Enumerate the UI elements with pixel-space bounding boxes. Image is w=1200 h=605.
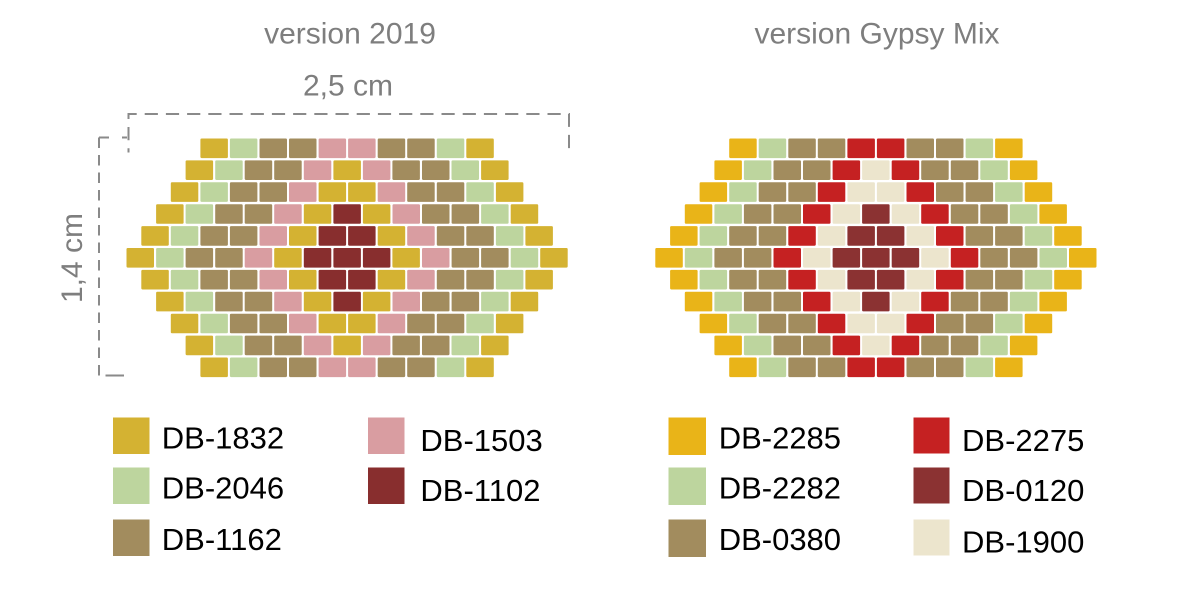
svg-text:1,4 cm: 1,4 cm: [56, 213, 89, 303]
svg-text:DB-1832: DB-1832: [162, 421, 284, 456]
svg-text:DB-0380: DB-0380: [719, 522, 841, 557]
svg-text:DB-1503: DB-1503: [420, 423, 542, 458]
svg-text:DB-1162: DB-1162: [162, 522, 282, 557]
svg-text:DB-1900: DB-1900: [962, 525, 1084, 560]
svg-text:DB-2046: DB-2046: [162, 471, 284, 506]
svg-text:DB-2285: DB-2285: [719, 421, 841, 456]
svg-text:version Gypsy Mix: version Gypsy Mix: [754, 18, 999, 51]
svg-text:DB-0120: DB-0120: [962, 473, 1084, 508]
svg-text:2,5 cm: 2,5 cm: [303, 70, 393, 103]
svg-text:DB-2282: DB-2282: [719, 471, 841, 506]
svg-text:DB-2275: DB-2275: [962, 423, 1084, 458]
svg-text:version 2019: version 2019: [264, 18, 436, 51]
svg-text:DB-1102: DB-1102: [420, 473, 540, 508]
